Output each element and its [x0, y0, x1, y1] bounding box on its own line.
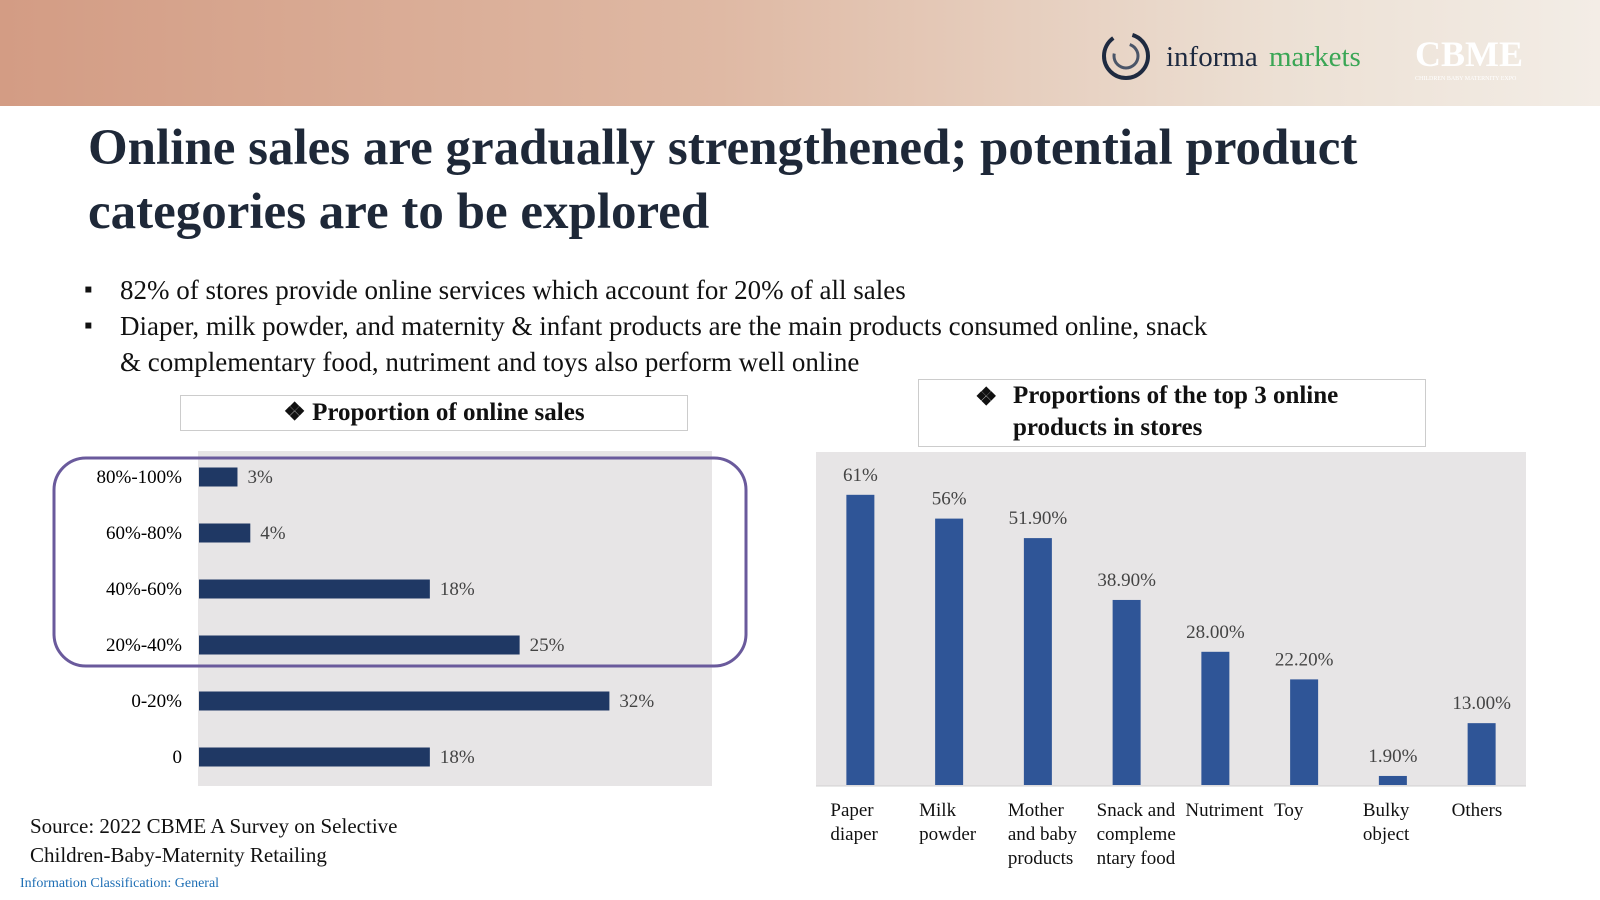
- bar: [935, 518, 964, 785]
- value-label: 3%: [247, 467, 273, 488]
- logo-cbme-sub: CHILDREN BABY MATERNITY EXPO: [1415, 76, 1517, 82]
- chart-title-box: ❖ Proportions of the top 3 online produc…: [918, 379, 1426, 447]
- bar: [199, 523, 251, 543]
- chart-title-box: ❖ Proportion of online sales: [180, 395, 688, 431]
- bar: [199, 747, 430, 767]
- x-tick-label: Mother and baby products: [1007, 800, 1077, 869]
- value-label: 18%: [440, 747, 475, 768]
- marker: ❖: [975, 384, 998, 411]
- classification: Information Classification: General: [20, 876, 220, 891]
- bar: [1290, 679, 1319, 785]
- x-tick-label: Paper diaper: [830, 800, 878, 845]
- y-tick-label: 40%-60%: [106, 579, 182, 600]
- bullet: 82% of stores provide online services wh…: [84, 272, 1220, 308]
- marker: ❖: [283, 399, 313, 426]
- value-label: 4%: [260, 523, 286, 544]
- plot-bg: [816, 452, 1526, 786]
- bar: [1023, 538, 1052, 785]
- value-label: 22.20%: [1275, 649, 1334, 670]
- y-tick-label: 20%-40%: [106, 635, 182, 656]
- bar: [1467, 723, 1496, 785]
- bar: [1112, 599, 1141, 785]
- logo-markets: markets: [1269, 41, 1361, 73]
- plot-bg: [198, 451, 712, 786]
- y-tick-label: 60%-80%: [106, 523, 182, 544]
- x-tick-label: Bulky object: [1362, 800, 1410, 845]
- x-tick-label: Others: [1451, 800, 1503, 821]
- x-tick-label: Nutriment: [1185, 800, 1264, 821]
- logo-cbme: CBME: [1415, 34, 1523, 74]
- marks: 80%-100% 3% 60%-80% 4% 40%-60% 18% 20%-40% 25% 0…: [97, 465, 1511, 785]
- y-tick-label: 0-20%: [131, 691, 182, 712]
- chart-title: Proportion of online sales: [312, 399, 585, 426]
- bar: [1378, 775, 1407, 785]
- logo-informa: informa: [1166, 41, 1258, 73]
- value-label: 28.00%: [1186, 622, 1245, 643]
- bar: [199, 579, 430, 599]
- header-band: [0, 0, 1600, 106]
- value-label: 38.90%: [1097, 570, 1156, 591]
- value-label: 61%: [843, 465, 878, 486]
- x-tick-label: Milk powder: [919, 800, 977, 845]
- bar: [846, 494, 875, 785]
- value-label: 56%: [932, 489, 967, 510]
- bar: [199, 467, 238, 487]
- source: Source: 2022 CBME A Survey on Selective …: [30, 814, 398, 867]
- y-tick-label: 0: [173, 747, 183, 768]
- x-tick-label: Toy: [1274, 800, 1304, 821]
- value-label: 18%: [440, 579, 475, 600]
- value-label: 25%: [530, 635, 565, 656]
- slide-title: Online sales are gradually strengthened;…: [88, 120, 1358, 240]
- y-tick-label: 80%-100%: [97, 467, 183, 488]
- value-label: 13.00%: [1452, 693, 1511, 714]
- bar: [199, 691, 610, 711]
- bar: [1201, 651, 1230, 785]
- value-label: 51.90%: [1009, 508, 1068, 529]
- bullet: Diaper, milk powder, and maternity & inf…: [84, 308, 1220, 380]
- chart-title: Proportions of the top 3 online products…: [1013, 382, 1339, 441]
- value-label: 1.90%: [1368, 746, 1417, 767]
- x-tick-label: Snack and complementary food: [1096, 800, 1176, 869]
- logo-ring-inner: [1112, 42, 1140, 70]
- logo-ring: [1102, 32, 1150, 80]
- highlight-outline: [52, 456, 748, 668]
- bar: [199, 635, 520, 655]
- value-label: 32%: [619, 691, 654, 712]
